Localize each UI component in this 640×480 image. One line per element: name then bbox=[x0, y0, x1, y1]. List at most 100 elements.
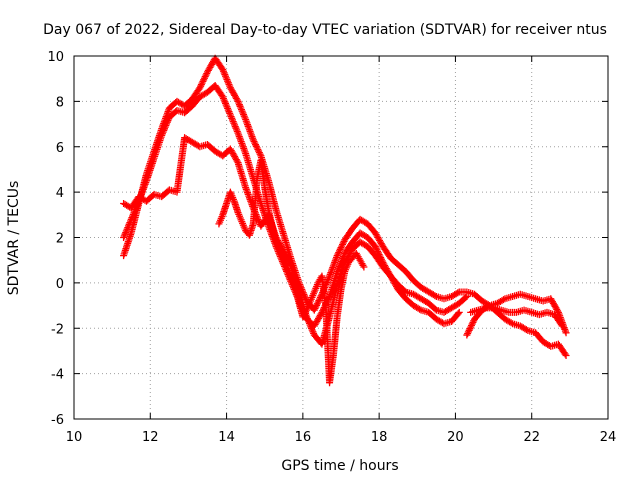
data-point-marker bbox=[129, 210, 137, 218]
y-tick-label: 0 bbox=[56, 277, 64, 292]
data-point-marker bbox=[255, 217, 263, 225]
data-point-marker bbox=[468, 320, 476, 328]
data-point-marker bbox=[252, 142, 260, 150]
data-point-marker bbox=[469, 318, 477, 326]
data-point-marker bbox=[198, 79, 206, 87]
data-point-marker bbox=[254, 216, 262, 224]
data-point-marker bbox=[222, 74, 230, 82]
data-point-marker bbox=[335, 248, 343, 256]
data-point-marker bbox=[463, 292, 471, 300]
data-point-marker bbox=[239, 109, 247, 117]
data-point-marker bbox=[252, 141, 260, 149]
data-point-marker bbox=[224, 104, 232, 112]
data-point-marker bbox=[161, 123, 169, 131]
data-point-marker bbox=[223, 76, 231, 84]
data-point-marker bbox=[234, 97, 242, 105]
data-points bbox=[120, 54, 570, 387]
data-point-marker bbox=[462, 294, 470, 302]
series-trace-4 bbox=[215, 156, 368, 387]
data-point-marker bbox=[124, 224, 132, 232]
y-tick-label: 6 bbox=[56, 141, 64, 156]
data-point-marker bbox=[196, 84, 204, 92]
data-point-marker bbox=[122, 229, 130, 237]
data-point-marker bbox=[164, 117, 172, 125]
data-point-marker bbox=[455, 308, 463, 316]
data-point-marker bbox=[337, 244, 345, 252]
data-point-marker bbox=[219, 93, 227, 101]
data-point-marker bbox=[163, 118, 171, 126]
chart-title: Day 067 of 2022, Sidereal Day-to-day VTE… bbox=[43, 22, 607, 38]
data-point-marker bbox=[233, 157, 241, 165]
x-tick-label: 12 bbox=[142, 430, 159, 445]
data-point-marker bbox=[333, 252, 341, 260]
data-point-marker bbox=[465, 326, 473, 334]
x-tick-label: 10 bbox=[66, 430, 83, 445]
data-point-marker bbox=[314, 298, 322, 306]
data-point-marker bbox=[230, 119, 238, 127]
data-point-marker bbox=[219, 94, 227, 102]
data-point-marker bbox=[229, 118, 237, 126]
data-point-marker bbox=[251, 139, 259, 147]
data-point-marker bbox=[219, 66, 227, 74]
data-point-marker bbox=[226, 111, 234, 119]
data-point-marker bbox=[120, 232, 128, 240]
data-point-marker bbox=[231, 123, 239, 131]
data-point-marker bbox=[233, 127, 241, 135]
data-point-marker bbox=[223, 103, 231, 111]
data-point-marker bbox=[226, 109, 234, 117]
data-point-marker bbox=[199, 77, 207, 85]
data-point-marker bbox=[222, 99, 230, 107]
data-point-marker bbox=[561, 350, 569, 358]
data-point-marker bbox=[336, 245, 344, 253]
data-point-marker bbox=[255, 149, 263, 157]
data-point-marker bbox=[360, 263, 368, 271]
data-point-marker bbox=[122, 227, 130, 235]
data-point-marker bbox=[158, 131, 166, 139]
data-point-marker bbox=[562, 329, 570, 337]
data-point-marker bbox=[237, 106, 245, 114]
data-point-marker bbox=[225, 80, 233, 88]
data-point-marker bbox=[158, 130, 166, 138]
plot-frame bbox=[73, 55, 609, 420]
data-point-marker bbox=[124, 222, 132, 230]
data-point-marker bbox=[162, 122, 170, 130]
data-point-marker bbox=[499, 296, 507, 304]
series-trace-3 bbox=[120, 134, 471, 348]
data-point-marker bbox=[308, 326, 316, 334]
y-tick-label: 2 bbox=[56, 232, 64, 247]
data-point-marker bbox=[253, 144, 261, 152]
data-point-marker bbox=[200, 76, 208, 84]
data-point-marker bbox=[240, 112, 248, 120]
y-tick-label: -2 bbox=[51, 322, 64, 337]
data-point-marker bbox=[562, 351, 570, 359]
y-axis-title: SDTVAR / TECUs bbox=[6, 181, 22, 296]
data-point-marker bbox=[235, 101, 243, 109]
data-point-marker bbox=[313, 300, 321, 308]
data-point-marker bbox=[232, 124, 240, 132]
data-point-marker bbox=[120, 234, 128, 241]
data-point-marker bbox=[130, 209, 138, 217]
data-point-marker bbox=[304, 316, 312, 324]
data-point-marker bbox=[221, 98, 229, 106]
data-point-marker bbox=[228, 114, 236, 122]
data-point-marker bbox=[240, 111, 248, 119]
data-point-marker bbox=[522, 326, 530, 334]
data-point-marker bbox=[464, 328, 472, 336]
y-tick-label: -6 bbox=[51, 413, 64, 428]
y-tick-label: 4 bbox=[56, 186, 64, 201]
data-point-marker bbox=[238, 107, 246, 115]
data-point-marker bbox=[231, 121, 239, 129]
data-point-marker bbox=[127, 217, 135, 225]
data-point-marker bbox=[338, 242, 346, 250]
data-point-marker bbox=[233, 96, 241, 104]
data-point-marker bbox=[305, 318, 313, 326]
data-point-marker bbox=[222, 72, 230, 80]
data-point-marker bbox=[554, 307, 562, 315]
data-point-marker bbox=[250, 138, 258, 146]
data-point-marker bbox=[325, 274, 333, 282]
x-tick-label: 16 bbox=[295, 430, 312, 445]
data-point-marker bbox=[236, 102, 244, 110]
data-point-marker bbox=[307, 323, 315, 331]
data-point-marker bbox=[219, 67, 227, 75]
data-point-marker bbox=[235, 99, 243, 107]
